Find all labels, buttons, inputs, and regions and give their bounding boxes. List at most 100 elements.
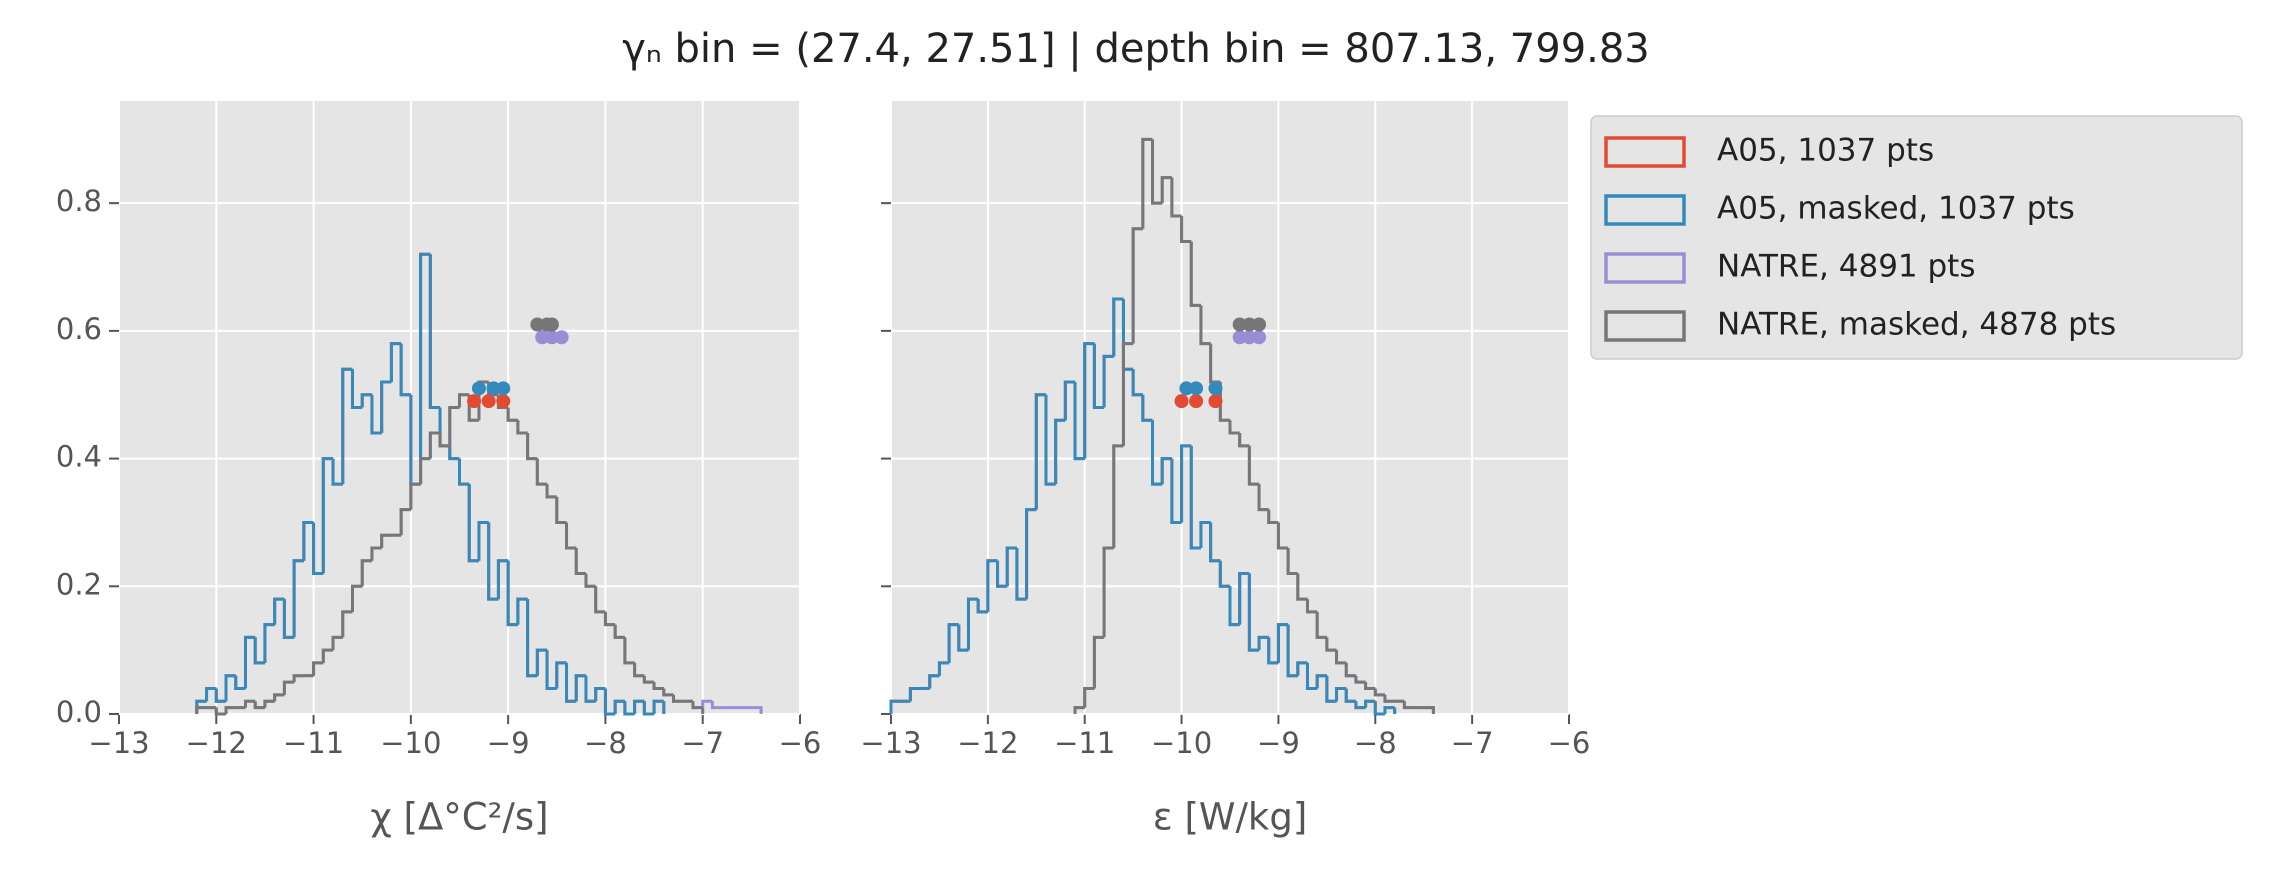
hist-step	[701, 699, 713, 708]
hist-step	[350, 369, 363, 409]
hist-step	[1276, 522, 1289, 550]
hist-step	[1238, 572, 1250, 625]
hist-step	[282, 680, 295, 695]
marker-dot	[535, 330, 550, 345]
hist-step	[380, 380, 392, 434]
hist-step	[1257, 484, 1269, 512]
hist-step	[947, 623, 959, 663]
x-axis-label: χ [Δ°C²/s]	[370, 796, 548, 839]
hist-step	[1335, 686, 1347, 702]
hist-step	[389, 342, 402, 382]
hist-step	[1170, 177, 1182, 218]
hist-step	[273, 693, 285, 702]
legend-swatch	[1604, 310, 1686, 342]
x-tick-label: −9	[487, 726, 530, 760]
hist-step	[1151, 139, 1163, 205]
hist-step	[1286, 547, 1298, 576]
hist-step	[928, 674, 940, 689]
hist-step	[1296, 573, 1308, 601]
hist-step	[662, 688, 674, 697]
hist-step	[516, 597, 528, 625]
hist-step	[458, 458, 470, 486]
hist-step	[399, 508, 411, 536]
hist-step	[312, 522, 324, 576]
hist-step	[545, 650, 557, 690]
hist-step	[438, 433, 450, 448]
hist-step	[1025, 508, 1037, 600]
y-tick-label: 0.8	[56, 184, 102, 218]
hist-step	[1092, 343, 1105, 409]
hist-step	[214, 707, 227, 716]
hist-step	[584, 675, 596, 703]
y-tick-label: 0.6	[56, 312, 102, 346]
hist-step	[526, 599, 538, 678]
x-tick-label: −6	[779, 726, 822, 760]
hist-step	[273, 597, 285, 625]
hist-step	[535, 648, 548, 676]
hist-step	[1102, 546, 1114, 638]
hist-step	[205, 686, 217, 702]
hist-step	[1102, 354, 1114, 408]
hist-step	[253, 637, 265, 665]
hist-step	[1218, 560, 1230, 588]
hist-step	[292, 559, 304, 638]
hist-step	[341, 367, 353, 485]
hist-step	[419, 252, 431, 485]
marker-dot	[1208, 381, 1223, 396]
hist-step	[1354, 675, 1366, 684]
hist-step	[1189, 445, 1201, 550]
hist-step	[1015, 547, 1027, 601]
hist-step	[195, 706, 207, 714]
hist-step	[710, 701, 723, 710]
hist-step	[1199, 305, 1211, 346]
hist-step	[976, 599, 988, 614]
hist-step	[691, 701, 703, 710]
hist-step	[312, 661, 324, 676]
hist-step	[889, 699, 901, 714]
hist-step	[263, 623, 275, 663]
y-tick-label: 0.0	[56, 695, 102, 729]
hist-step	[1131, 369, 1143, 397]
hist-step	[234, 675, 246, 690]
hist-step	[448, 406, 460, 446]
hist-step	[458, 393, 470, 408]
hist-step	[574, 547, 586, 576]
legend-label: NATRE, 4891 pts	[1717, 249, 1976, 285]
hist-step	[986, 559, 998, 612]
x-tick-label: −10	[1151, 726, 1212, 760]
hist-step	[1209, 522, 1221, 563]
hist-step	[1073, 381, 1085, 461]
marker-dot	[486, 381, 501, 396]
hist-step	[937, 661, 950, 676]
hist-step	[1247, 445, 1260, 486]
hist-step	[545, 484, 557, 499]
hist-step	[652, 699, 664, 714]
hist-step	[565, 522, 577, 550]
hist-step	[341, 610, 353, 638]
hist-step	[1267, 509, 1279, 524]
x-axis-label: ε [W/kg]	[1153, 796, 1308, 839]
legend-swatch	[1604, 136, 1686, 168]
marker-dot	[1208, 394, 1223, 409]
hist-step	[672, 694, 684, 703]
x-tick-label: −12	[186, 726, 247, 760]
legend-swatch	[1604, 252, 1686, 284]
hist-step	[603, 688, 616, 716]
legend-box	[1590, 115, 2243, 360]
hist-step	[419, 457, 431, 485]
hist-step	[506, 560, 518, 627]
hist-step	[613, 624, 625, 639]
hist-step	[243, 635, 256, 689]
hist-step	[1315, 674, 1327, 689]
hist-step	[1344, 662, 1356, 678]
x-tick-label: −13	[860, 726, 921, 760]
hist-step	[516, 420, 528, 435]
marker-dot	[544, 317, 559, 332]
hist-step	[467, 484, 479, 563]
hist-step	[331, 458, 343, 486]
hist-step	[584, 573, 596, 588]
hist-step	[1180, 444, 1192, 523]
x-tick-label: −8	[584, 726, 627, 760]
